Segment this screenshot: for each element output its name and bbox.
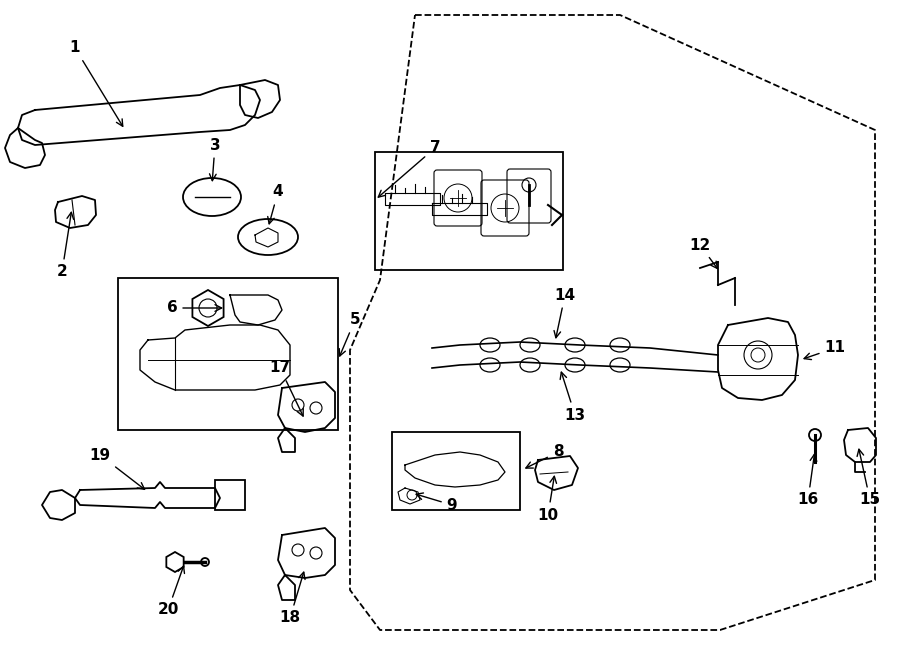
Text: 4: 4: [267, 184, 284, 224]
Text: 14: 14: [554, 288, 576, 338]
Text: 18: 18: [279, 572, 305, 625]
Ellipse shape: [565, 338, 585, 352]
Text: 6: 6: [166, 301, 221, 315]
Text: 16: 16: [797, 454, 819, 508]
Ellipse shape: [520, 358, 540, 372]
Text: 5: 5: [339, 313, 360, 356]
Bar: [392, 432, 520, 510]
Bar: [215, 480, 245, 510]
Text: 19: 19: [89, 447, 145, 489]
Text: 20: 20: [158, 566, 184, 617]
Text: 1: 1: [70, 40, 122, 126]
Text: 12: 12: [689, 237, 717, 268]
Text: 10: 10: [537, 477, 559, 522]
Text: 13: 13: [560, 372, 586, 422]
Bar: [118, 278, 338, 430]
Text: 11: 11: [804, 340, 845, 360]
Text: 7: 7: [378, 141, 440, 197]
Text: 9: 9: [416, 493, 457, 512]
Ellipse shape: [610, 358, 630, 372]
Ellipse shape: [520, 338, 540, 352]
Ellipse shape: [610, 338, 630, 352]
Text: 8: 8: [526, 444, 563, 468]
Ellipse shape: [480, 338, 500, 352]
Text: 15: 15: [857, 449, 880, 508]
Text: 2: 2: [57, 212, 74, 280]
Ellipse shape: [565, 358, 585, 372]
Text: 3: 3: [210, 137, 220, 180]
Bar: [375, 152, 563, 270]
Ellipse shape: [480, 358, 500, 372]
Text: 17: 17: [269, 360, 303, 416]
